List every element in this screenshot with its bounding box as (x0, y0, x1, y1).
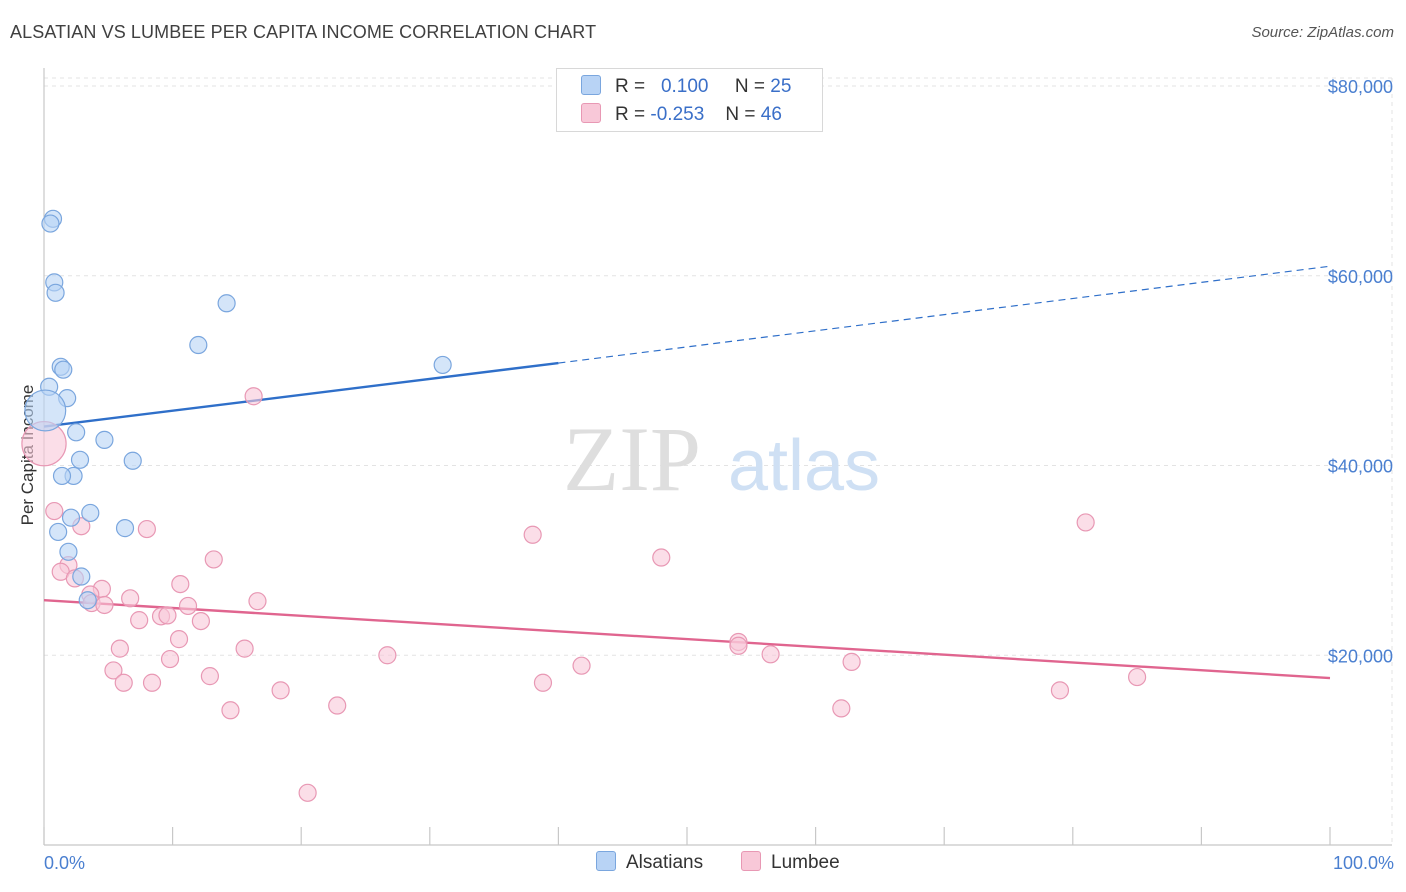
lumbee-point (523, 525, 542, 544)
lumbee-point (298, 783, 317, 802)
lumbee-point (572, 656, 591, 675)
lumbee-point (842, 652, 861, 671)
legend-n-label: N = (734, 76, 766, 97)
lumbee-point (1076, 513, 1095, 532)
grid-lines (44, 77, 1393, 845)
series-legend: Alsatians Lumbee (0, 851, 1406, 877)
chart-title: ALSATIAN VS LUMBEE PER CAPITA INCOME COR… (10, 22, 597, 42)
lumbee-point (378, 646, 397, 665)
legend-n-value: 25 (770, 76, 792, 97)
lumbee-swatch (741, 851, 761, 871)
legend-label-lumbee: Lumbee (771, 852, 840, 873)
alsatian-point (59, 542, 78, 561)
alsatian-point (54, 360, 73, 379)
lumbee-point (533, 673, 553, 692)
alsatian-point (115, 519, 135, 538)
lumbee-point (244, 387, 263, 406)
legend-r-value: 0.100 (660, 76, 709, 97)
alsatian-point (61, 508, 81, 527)
watermark-atlas: atlas (728, 426, 880, 506)
alsatian-point (52, 466, 72, 486)
lumbee-point (1050, 681, 1070, 700)
lumbee-point (328, 696, 347, 715)
alsatian-swatch (581, 75, 601, 95)
lumbee-point (652, 548, 671, 567)
lumbee-point (832, 699, 851, 718)
axes (43, 68, 1392, 846)
alsatian-point (72, 567, 91, 586)
lumbee-point (171, 574, 190, 594)
correlation-legend: R = 0.100 N = 25 R = -0.253 N = 46 (556, 68, 823, 132)
lumbee-point (235, 639, 254, 658)
alsatian-point (95, 430, 114, 449)
alsatian-point (81, 503, 100, 523)
alsatian-point (49, 522, 68, 542)
lumbee-point (160, 649, 180, 669)
alsatian-swatch (596, 851, 616, 871)
lumbee-point (110, 639, 129, 658)
legend-r-label: R = (615, 104, 646, 125)
lumbee-point (729, 636, 748, 655)
lumbee-point (178, 596, 198, 616)
lumbee-point (761, 645, 780, 664)
alsatian-point (46, 283, 65, 302)
lumbee-point (137, 519, 156, 539)
alsatian-point (123, 451, 142, 470)
lumbee-point (45, 501, 64, 521)
y-tick-label: $20,000 (1328, 646, 1393, 666)
y-tick-labels: $20,000 $40,000 $60,000 $80,000 (1328, 77, 1393, 666)
alsatian-point (217, 294, 236, 313)
alsatian-point (67, 423, 86, 442)
lumbee-point (204, 550, 223, 569)
source-label: Source: ZipAtlas.com (1251, 24, 1394, 41)
alsatian-point (70, 450, 90, 469)
alsatian-point (41, 214, 60, 233)
lumbee-point (158, 606, 177, 625)
lumbee-trend-line (43, 599, 1331, 680)
lumbee-point (104, 661, 123, 680)
legend-n-label: N = (725, 104, 756, 125)
lumbee-point (200, 667, 219, 686)
lumbee-point (121, 589, 140, 608)
trend-lines (43, 265, 1331, 680)
alsatian-point (433, 355, 452, 375)
legend-r-label: R = (615, 76, 646, 97)
legend-row-lumbee: R = -0.253 N = 46 (581, 103, 782, 126)
alsatian-point (189, 335, 208, 355)
lumbee-point (169, 630, 189, 649)
alsatian-point (24, 389, 67, 432)
y-tick-label: $60,000 (1328, 267, 1393, 287)
data-points (21, 209, 1147, 802)
lumbee-swatch (581, 103, 601, 123)
legend-r-value: -0.253 (650, 104, 705, 125)
legend-label-alsatians: Alsatians (626, 852, 704, 873)
x-tick-label-min: 0.0% (44, 853, 86, 873)
lumbee-point (271, 681, 290, 700)
y-tick-label: $80,000 (1328, 77, 1393, 97)
alsatian-point (78, 591, 97, 610)
watermark-zip: ZIP (563, 408, 701, 510)
y-tick-label: $40,000 (1328, 457, 1393, 477)
alsatian-trend-line (43, 361, 559, 428)
legend-item-alsatians: Alsatians (596, 851, 703, 874)
watermark: ZIP atlas (563, 408, 880, 510)
legend-n-value: 46 (760, 104, 782, 125)
x-tick-label-max: 100.0% (1332, 853, 1394, 873)
legend-item-lumbee: Lumbee (741, 851, 840, 874)
lumbee-point (130, 611, 149, 630)
lumbee-point (1127, 667, 1147, 687)
lumbee-point (114, 673, 133, 692)
alsatian-trend-extension (558, 265, 1331, 364)
lumbee-point (248, 592, 267, 611)
lumbee-point (95, 595, 114, 615)
lumbee-point (191, 611, 210, 631)
legend-row-alsatians: R = 0.100 N = 25 (581, 75, 791, 98)
lumbee-point (221, 701, 240, 720)
lumbee-point (142, 673, 162, 692)
